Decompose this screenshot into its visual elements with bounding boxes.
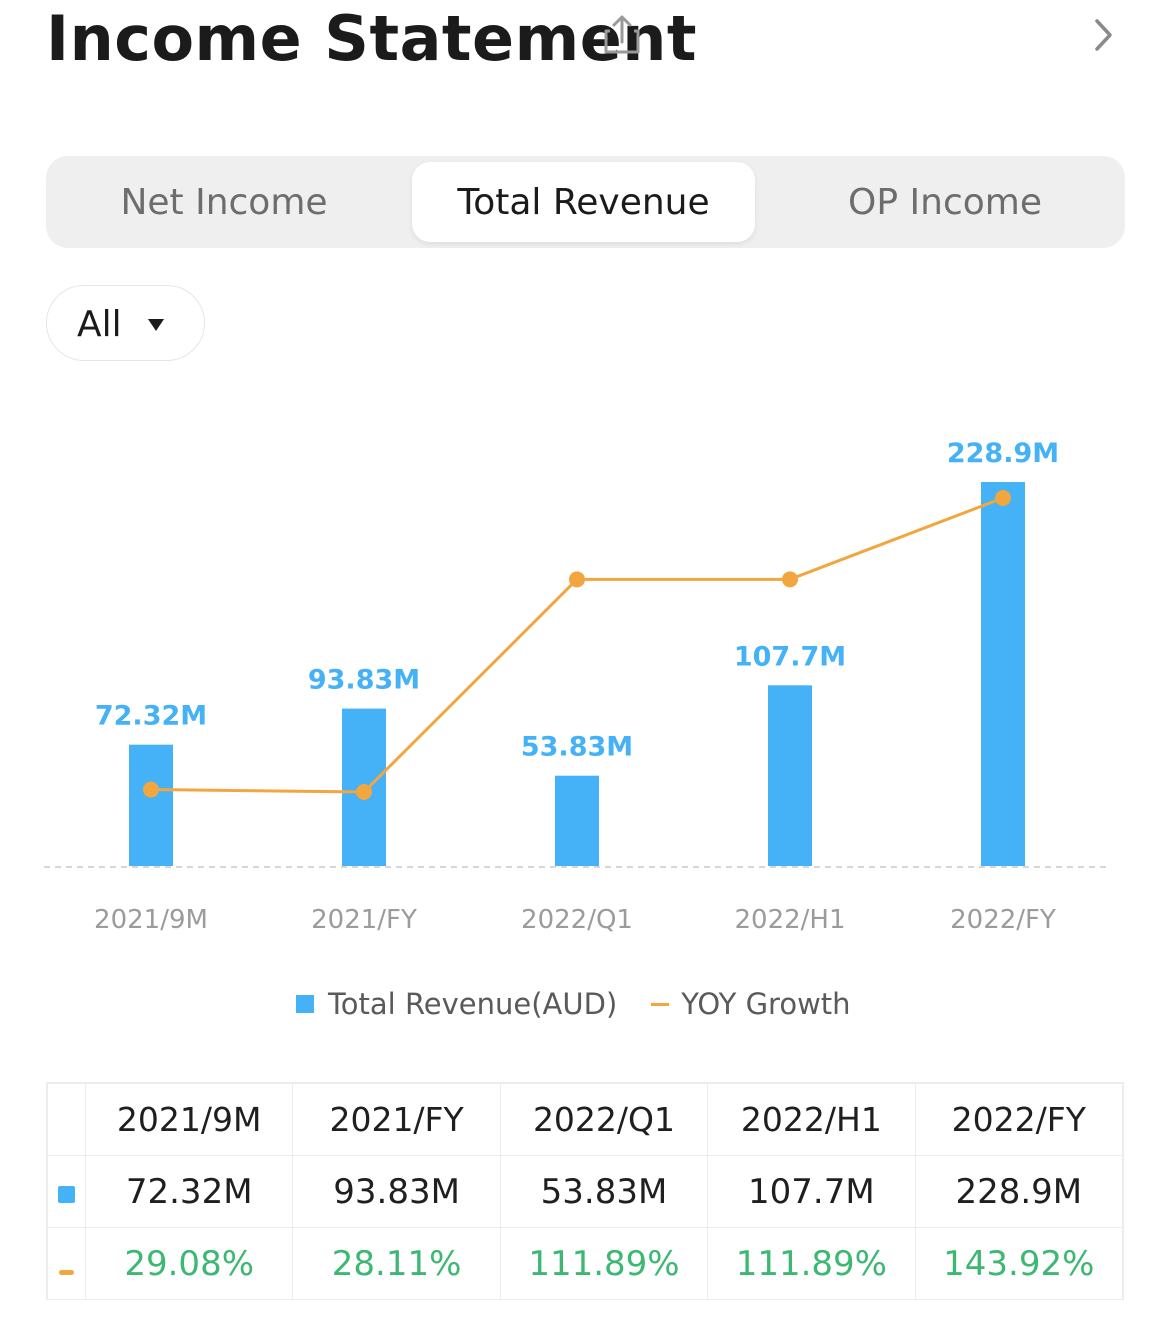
legend-bar-label: Total Revenue(AUD) — [328, 987, 618, 1021]
table-corner-cell — [47, 1083, 86, 1156]
table-header-cell: 2022/Q1 — [499, 1083, 709, 1156]
tab-op-income[interactable]: OP Income — [848, 181, 1042, 223]
bar-2022fy — [981, 482, 1025, 866]
table-header-cell: 2021/9M — [84, 1083, 294, 1156]
revenue-chart: 72.32M 2021/9M 93.83M 2021/FY 53.83M 2022/Q1 1… — [44, 438, 1108, 935]
revenue-cell: 93.83M — [292, 1155, 501, 1228]
x-tick-label: 2022/FY — [950, 905, 1056, 935]
table-row-growth: 29.08% 28.11% 111.89% 111.89% 143.92% — [47, 1227, 1124, 1300]
growth-cell: 111.89% — [707, 1227, 916, 1300]
legend-line-swatch — [651, 1002, 670, 1006]
growth-cell: 28.11% — [292, 1227, 501, 1300]
metric-tabs: Net Income Total Revenue OP Income — [46, 156, 1125, 248]
tab-total-revenue[interactable]: Total Revenue — [412, 162, 755, 242]
bar-2022q1 — [555, 775, 599, 866]
chart-legend: Total Revenue(AUD) YOY Growth — [296, 982, 851, 1026]
growth-marker-icon — [59, 1269, 74, 1275]
bar-value-label: 107.7M — [734, 641, 846, 672]
page-title: Income Statement — [46, 2, 698, 75]
revenue-cell: 72.32M — [84, 1155, 294, 1228]
chevron-right-icon[interactable] — [1092, 16, 1116, 54]
yoy-growth-point — [143, 781, 159, 798]
table-header-row: 2021/9M 2021/FY 2022/Q1 2022/H1 2022/FY — [47, 1083, 1124, 1156]
caret-down-icon — [148, 319, 164, 331]
x-tick-label: 2021/FY — [311, 905, 417, 935]
table-header-cell: 2022/FY — [914, 1083, 1124, 1156]
period-filter-dropdown[interactable]: All — [46, 285, 205, 361]
table-header-cell: 2022/H1 — [707, 1083, 916, 1156]
bar-2022h1 — [768, 685, 812, 866]
revenue-cell: 228.9M — [914, 1155, 1124, 1228]
yoy-growth-point — [569, 571, 585, 588]
tab-net-income[interactable]: Net Income — [120, 181, 328, 223]
yoy-growth-point — [782, 571, 798, 588]
bar-value-label: 72.32M — [95, 701, 207, 732]
bar-value-label: 53.83M — [521, 732, 633, 763]
growth-cell: 29.08% — [84, 1227, 294, 1300]
header: Income Statement — [46, 0, 1126, 90]
share-icon[interactable] — [602, 14, 642, 56]
revenue-row-marker — [47, 1155, 86, 1228]
revenue-cell: 107.7M — [707, 1155, 916, 1228]
bar-value-label: 228.9M — [947, 438, 1059, 469]
period-filter-value: All — [77, 304, 122, 345]
growth-cell: 143.92% — [914, 1227, 1124, 1300]
yoy-growth-point — [995, 490, 1011, 506]
x-tick-label: 2021/9M — [94, 905, 208, 935]
data-table: 2021/9M 2021/FY 2022/Q1 2022/H1 2022/FY … — [46, 1082, 1124, 1300]
bar-20219m — [129, 744, 173, 866]
x-tick-label: 2022/Q1 — [521, 905, 633, 935]
revenue-marker-icon — [58, 1185, 75, 1203]
legend-bar-swatch — [296, 995, 314, 1013]
growth-cell: 111.89% — [499, 1227, 709, 1300]
growth-row-marker — [47, 1227, 86, 1300]
x-tick-label: 2022/H1 — [734, 905, 845, 935]
yoy-growth-point — [356, 784, 372, 800]
revenue-cell: 53.83M — [499, 1155, 709, 1228]
bar-value-label: 93.83M — [308, 665, 420, 696]
table-header-cell: 2021/FY — [292, 1083, 501, 1156]
legend-line-label: YOY Growth — [681, 987, 851, 1021]
table-row-revenue: 72.32M 93.83M 53.83M 107.7M 228.9M — [47, 1155, 1124, 1228]
